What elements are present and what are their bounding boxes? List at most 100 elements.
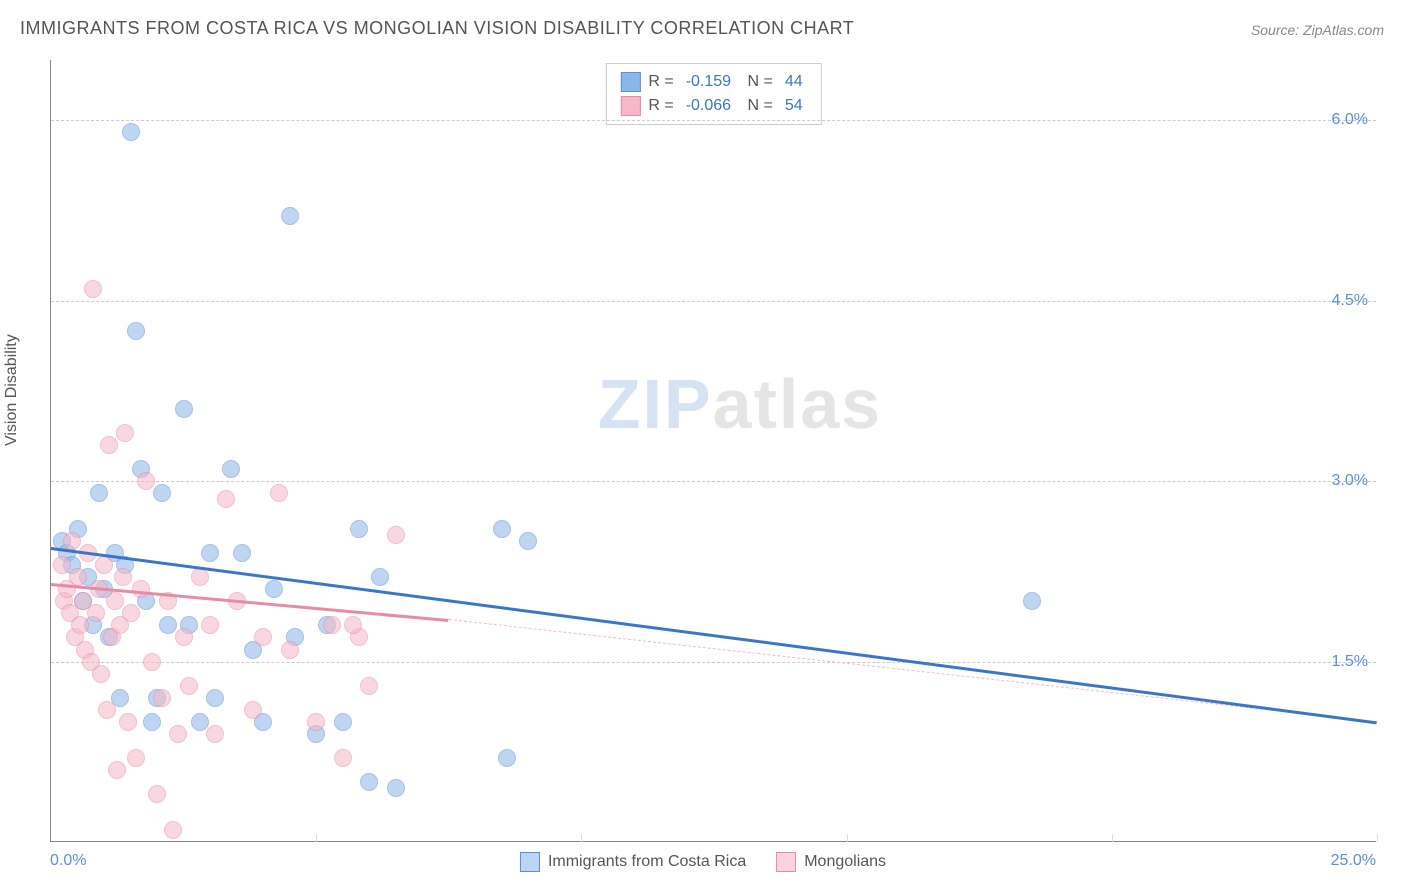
data-point (175, 628, 193, 646)
data-point (371, 568, 389, 586)
legend-r-label: R = (648, 94, 673, 118)
data-point (222, 460, 240, 478)
data-point (191, 713, 209, 731)
gridline (51, 301, 1376, 302)
x-tick (581, 834, 582, 842)
legend-swatch (620, 72, 640, 92)
legend-n-value: 54 (785, 94, 803, 118)
data-point (71, 616, 89, 634)
data-point (100, 436, 118, 454)
legend-r-value: -0.159 (686, 70, 731, 94)
data-point (360, 773, 378, 791)
data-point (164, 821, 182, 839)
data-point (254, 628, 272, 646)
data-point (191, 568, 209, 586)
data-point (217, 490, 235, 508)
legend-n-value: 44 (785, 70, 803, 94)
watermark: ZIPatlas (598, 364, 882, 444)
data-point (519, 532, 537, 550)
data-point (84, 280, 102, 298)
series-legend: Immigrants from Costa Rica Mongolians (520, 852, 886, 872)
data-point (334, 713, 352, 731)
x-axis-min-label: 0.0% (50, 852, 86, 870)
data-point (233, 544, 251, 562)
data-point (307, 713, 325, 731)
data-point (143, 713, 161, 731)
data-point (148, 785, 166, 803)
data-point (360, 677, 378, 695)
y-tick-label: 4.5% (1332, 292, 1368, 310)
data-point (98, 701, 116, 719)
data-point (153, 689, 171, 707)
legend-swatch (776, 852, 796, 872)
x-axis-max-label: 25.0% (1331, 852, 1376, 870)
legend-swatch (620, 96, 640, 116)
data-point (175, 400, 193, 418)
data-point (69, 568, 87, 586)
gridline (51, 481, 1376, 482)
data-point (169, 725, 187, 743)
data-point (498, 749, 516, 767)
x-tick (316, 834, 317, 842)
source-label: Source: ZipAtlas.com (1251, 22, 1384, 38)
y-axis-title: Vision Disability (3, 334, 21, 446)
data-point (1023, 592, 1041, 610)
correlation-legend: R = -0.159 N = 44R = -0.066 N = 54 (605, 63, 821, 125)
data-point (344, 616, 362, 634)
data-point (244, 701, 262, 719)
data-point (387, 526, 405, 544)
legend-row: R = -0.159 N = 44 (620, 70, 806, 94)
chart-title: IMMIGRANTS FROM COSTA RICA VS MONGOLIAN … (20, 18, 854, 39)
plot-area: ZIPatlas R = -0.159 N = 44R = -0.066 N =… (50, 60, 1376, 842)
data-point (206, 689, 224, 707)
data-point (153, 484, 171, 502)
data-point (108, 761, 126, 779)
data-point (270, 484, 288, 502)
data-point (137, 472, 155, 490)
legend-r-value: -0.066 (686, 94, 731, 118)
data-point (114, 568, 132, 586)
data-point (92, 665, 110, 683)
legend-n-label: N = (743, 70, 773, 94)
y-tick-label: 3.0% (1332, 472, 1368, 490)
gridline (51, 120, 1376, 121)
data-point (116, 424, 134, 442)
data-point (201, 544, 219, 562)
trend-line (51, 547, 1377, 724)
gridline (51, 662, 1376, 663)
legend-label: Mongolians (804, 853, 886, 871)
data-point (122, 123, 140, 141)
x-tick (847, 834, 848, 842)
data-point (206, 725, 224, 743)
data-point (493, 520, 511, 538)
data-point (159, 616, 177, 634)
legend-row: R = -0.066 N = 54 (620, 94, 806, 118)
data-point (127, 322, 145, 340)
data-point (265, 580, 283, 598)
data-point (95, 556, 113, 574)
trend-line (449, 619, 1377, 722)
data-point (281, 207, 299, 225)
data-point (350, 520, 368, 538)
legend-item: Mongolians (776, 852, 886, 872)
data-point (127, 749, 145, 767)
data-point (281, 641, 299, 659)
y-tick-label: 6.0% (1332, 111, 1368, 129)
data-point (334, 749, 352, 767)
data-point (387, 779, 405, 797)
data-point (90, 484, 108, 502)
data-point (201, 616, 219, 634)
x-tick (1112, 834, 1113, 842)
data-point (180, 677, 198, 695)
x-tick (1377, 834, 1378, 842)
data-point (106, 592, 124, 610)
legend-n-label: N = (743, 94, 773, 118)
legend-item: Immigrants from Costa Rica (520, 852, 746, 872)
data-point (132, 580, 150, 598)
data-point (143, 653, 161, 671)
y-tick-label: 1.5% (1332, 653, 1368, 671)
data-point (87, 604, 105, 622)
legend-r-label: R = (648, 70, 673, 94)
data-point (122, 604, 140, 622)
data-point (63, 532, 81, 550)
